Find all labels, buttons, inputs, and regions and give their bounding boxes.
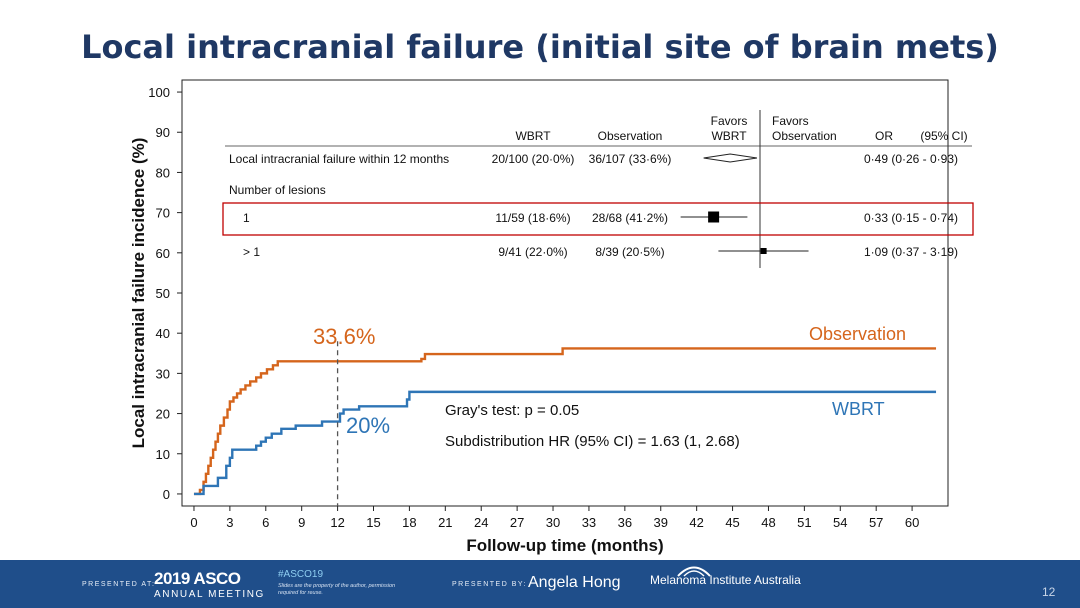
y-tick-label: 10 (156, 447, 170, 462)
forest-row-wbrt: 11/59 (18·6%) (495, 211, 570, 225)
y-tick-label: 90 (156, 125, 170, 140)
y-tick-label: 30 (156, 366, 170, 381)
observation-series-label: Observation (809, 324, 906, 344)
favors-wbrt-header: Favors (711, 114, 748, 128)
y-tick-label: 100 (148, 85, 170, 100)
series-lines (193, 347, 937, 496)
y-tick-label: 70 (156, 206, 170, 221)
x-axis-label: Follow-up time (months) (466, 536, 663, 555)
x-tick-label: 54 (833, 515, 847, 530)
y-tick-label: 40 (156, 326, 170, 341)
forest-row-observation: 36/107 (33·6%) (589, 152, 672, 166)
x-tick-label: 0 (190, 515, 197, 530)
x-tick-label: 57 (869, 515, 883, 530)
slide-title: Local intracranial failure (initial site… (81, 28, 999, 66)
x-tick-label: 21 (438, 515, 452, 530)
x-tick-label: 18 (402, 515, 416, 530)
x-tick-label: 60 (905, 515, 919, 530)
y-tick-label: 50 (156, 286, 170, 301)
presenter-name: Angela Hong (528, 574, 621, 591)
forest-diamond-marker (703, 153, 758, 163)
subdistribution-hr-text: Subdistribution HR (95% CI) = 1.63 (1, 2… (445, 433, 740, 450)
forest-row-wbrt: 20/100 (20·0%) (492, 152, 575, 166)
annotations: 33.6% 20% Observation WBRT Gray's test: p = … (313, 324, 906, 450)
y-tick-label: 80 (156, 165, 170, 180)
wbrt-series-label: WBRT (832, 399, 885, 419)
x-tick-label: 27 (510, 515, 524, 530)
disclaimer: Slides are the property of the author, p… (278, 583, 396, 596)
forest-row-or-ci: 0·49 (0·26 - 0·93) (864, 152, 958, 166)
x-tick-label: 36 (618, 515, 632, 530)
forest-row-wbrt: 9/41 (22·0%) (498, 245, 567, 259)
presented-at-label: PRESENTED AT: (82, 581, 156, 588)
number-of-lesions-heading: Number of lesions (229, 183, 326, 197)
highlight-box (222, 202, 974, 236)
asco-logo-year: 2019 ASCO (154, 569, 241, 588)
forest-observation-header: Observation (598, 129, 663, 143)
y-tick-label: 20 (156, 407, 170, 422)
observation-12-month-label: 33.6% (313, 324, 375, 349)
forest-point-marker (760, 248, 767, 254)
x-tick-label: 42 (689, 515, 703, 530)
forest-row-or-ci: 0·33 (0·15 - 0·74) (864, 211, 958, 225)
x-tick-label: 6 (262, 515, 269, 530)
y-tick-label: 0 (163, 487, 170, 502)
x-tick-label: 9 (298, 515, 305, 530)
x-tick-label: 30 (546, 515, 560, 530)
forest-point-marker (708, 211, 720, 223)
x-tick-label: 48 (761, 515, 775, 530)
series-line-observation (193, 347, 937, 496)
x-tick-label: 33 (582, 515, 596, 530)
presented-by-label: PRESENTED BY: (452, 581, 528, 588)
footer-bar: PRESENTED AT: 2019 ASCO ANNUAL MEETING #… (0, 560, 1080, 608)
x-tick-label: 24 (474, 515, 488, 530)
forest-row-observation: 8/39 (20·5%) (595, 245, 664, 259)
forest-row-observation: 28/68 (41·2%) (592, 211, 668, 225)
x-tick-label: 51 (797, 515, 811, 530)
asco-annual-meeting: ANNUAL MEETING (154, 589, 265, 600)
forest-row-label: > 1 (243, 245, 260, 259)
x-tick-label: 45 (725, 515, 739, 530)
forest-or-header: OR (875, 129, 893, 143)
series-line-wbrt (193, 390, 937, 496)
forest-row-label: Local intracranial failure within 12 mon… (229, 152, 449, 166)
hashtag: #ASCO19 (278, 569, 324, 580)
x-tick-label: 15 (366, 515, 380, 530)
institute-name: Melanoma Institute Australia (650, 573, 801, 587)
x-tick-label: 3 (226, 515, 233, 530)
melanoma-logo-arc-icon (677, 566, 711, 577)
slide-number: 12 (1042, 585, 1056, 599)
wbrt-12-month-label: 20% (346, 413, 390, 438)
forest-row-or-ci: 1·09 (0·37 - 3·19) (864, 245, 958, 259)
favors-observation-header: Observation (772, 129, 837, 143)
x-tick-label: 12 (330, 515, 344, 530)
grays-test-text: Gray's test: p = 0.05 (445, 402, 579, 419)
forest-row-label: 1 (243, 211, 250, 225)
x-tick-label: 39 (654, 515, 668, 530)
y-axis-label: Local intracranial failure incidence (%) (129, 138, 148, 449)
favors-wbrt-header: WBRT (711, 129, 747, 143)
forest-ci-header: (95% CI) (920, 129, 967, 143)
forest-wbrt-header: WBRT (515, 129, 551, 143)
y-tick-label: 60 (156, 246, 170, 261)
favors-observation-header: Favors (772, 114, 809, 128)
